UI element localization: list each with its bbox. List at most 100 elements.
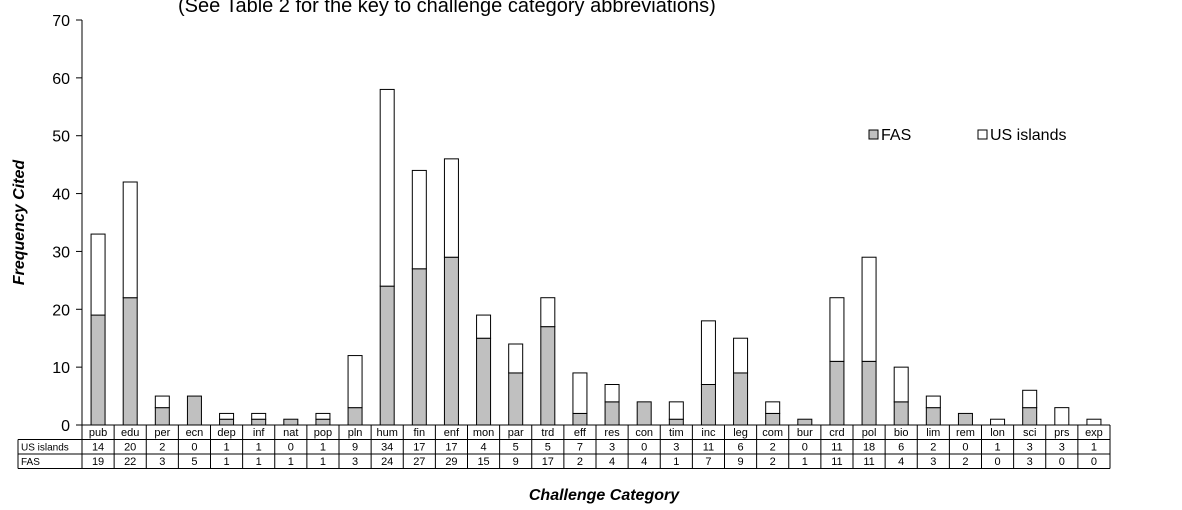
bar-us-islands-inc — [700, 320, 716, 386]
x-tick-label: bio — [894, 427, 909, 439]
bar-us-islands-edu — [122, 181, 138, 299]
data-label: 11 — [831, 442, 842, 454]
bar-fas-par — [508, 372, 524, 426]
data-label: 5 — [545, 442, 551, 454]
x-tick-label: ecn — [186, 427, 204, 439]
bar-us-islands-leg — [733, 337, 749, 374]
bar-fas-ecn — [186, 395, 202, 426]
data-label: 15 — [477, 456, 489, 468]
data-label: 7 — [705, 456, 711, 468]
bar-fas-bio — [893, 401, 909, 426]
data-label: 24 — [381, 456, 393, 468]
x-tick-label: mon — [473, 427, 494, 439]
bar-us-islands-dep — [219, 412, 235, 420]
bar-fas-inf — [251, 418, 267, 426]
bar-us-islands-bio — [893, 366, 909, 403]
x-tick-label: pub — [89, 427, 107, 439]
data-label: 1 — [320, 442, 326, 454]
data-label: 0 — [802, 442, 808, 454]
data-label: 1 — [995, 442, 1001, 454]
data-label: 2 — [577, 456, 583, 468]
x-tick-label: pop — [314, 427, 332, 439]
x-tick-label: per — [154, 427, 170, 439]
y-tick-label: 20 — [52, 302, 70, 319]
data-label: 9 — [352, 442, 358, 454]
bar-us-islands-pub — [90, 233, 106, 316]
bar-us-islands-pol — [861, 256, 877, 362]
data-label: 4 — [641, 456, 647, 468]
data-label: 7 — [577, 442, 583, 454]
bar-us-islands-pop — [315, 412, 331, 420]
x-tick-label: hum — [376, 427, 397, 439]
data-label: 2 — [770, 442, 776, 454]
data-label: 2 — [770, 456, 776, 468]
data-label: 2 — [159, 442, 165, 454]
data-label: 5 — [191, 456, 197, 468]
legend: FAS US islands — [868, 127, 1066, 144]
bar-fas-tim — [668, 418, 684, 426]
x-tick-label: leg — [733, 427, 748, 439]
x-tick-label: edu — [121, 427, 139, 439]
data-label: 6 — [898, 442, 904, 454]
bar-fas-sci — [1022, 407, 1038, 426]
table-row-header: FAS — [21, 457, 40, 468]
bar-fas-pln — [347, 407, 363, 426]
bar-fas-enf — [443, 256, 459, 426]
data-label: 1 — [256, 442, 262, 454]
x-tick-label: prs — [1054, 427, 1070, 439]
data-label: 11 — [831, 456, 842, 468]
data-label: 1 — [802, 456, 808, 468]
bar-fas-leg — [733, 372, 749, 426]
data-label: 4 — [609, 456, 615, 468]
data-label: 3 — [352, 456, 358, 468]
bar-fas-edu — [122, 297, 138, 426]
data-label: 2 — [962, 456, 968, 468]
bar-us-islands-inf — [251, 412, 267, 420]
data-label: 17 — [542, 456, 554, 468]
x-tick-label: eff — [574, 427, 587, 439]
x-axis-title: Challenge Category — [529, 487, 680, 504]
bar-us-islands-trd — [540, 297, 556, 328]
bar-fas-pub — [90, 314, 106, 426]
data-label: 34 — [381, 442, 393, 454]
bar-us-islands-exp — [1086, 418, 1102, 426]
bar-us-islands-sci — [1022, 389, 1038, 409]
x-tick-label: sci — [1023, 427, 1036, 439]
y-axis-title: Frequency Cited — [11, 159, 28, 286]
bars-group — [90, 88, 1102, 426]
data-label: 22 — [124, 456, 136, 468]
x-tick-label: pln — [348, 427, 363, 439]
bar-fas-res — [604, 401, 620, 426]
bar-fas-trd — [540, 326, 556, 426]
x-tick-label: inc — [701, 427, 716, 439]
bar-fas-pop — [315, 418, 331, 426]
data-label: 4 — [898, 456, 904, 468]
data-label: 17 — [413, 442, 425, 454]
bar-fas-mon — [476, 337, 492, 426]
data-label: 14 — [92, 442, 104, 454]
data-label: 1 — [224, 456, 230, 468]
bar-us-islands-pln — [347, 355, 363, 409]
x-tick-label: lon — [990, 427, 1005, 439]
x-tick-label: inf — [253, 427, 266, 439]
bar-fas-lim — [925, 407, 941, 426]
bar-us-islands-enf — [443, 158, 459, 258]
bar-us-islands-lim — [925, 395, 941, 409]
data-label: 6 — [738, 442, 744, 454]
y-tick-label: 30 — [52, 244, 70, 261]
data-label: 2 — [930, 442, 936, 454]
data-label: 17 — [445, 442, 457, 454]
table-row-header: US islands — [21, 443, 69, 454]
data-label: 3 — [1027, 456, 1033, 468]
x-tick-label: crd — [829, 427, 844, 439]
data-label: 1 — [288, 456, 294, 468]
bar-us-islands-hum — [379, 88, 395, 287]
x-tick-label: tim — [669, 427, 684, 439]
x-tick-label: com — [762, 427, 783, 439]
data-label: 1 — [320, 456, 326, 468]
data-label: 0 — [1091, 456, 1097, 468]
data-label: 0 — [995, 456, 1001, 468]
bar-fas-pol — [861, 360, 877, 426]
data-label: 18 — [863, 442, 875, 454]
